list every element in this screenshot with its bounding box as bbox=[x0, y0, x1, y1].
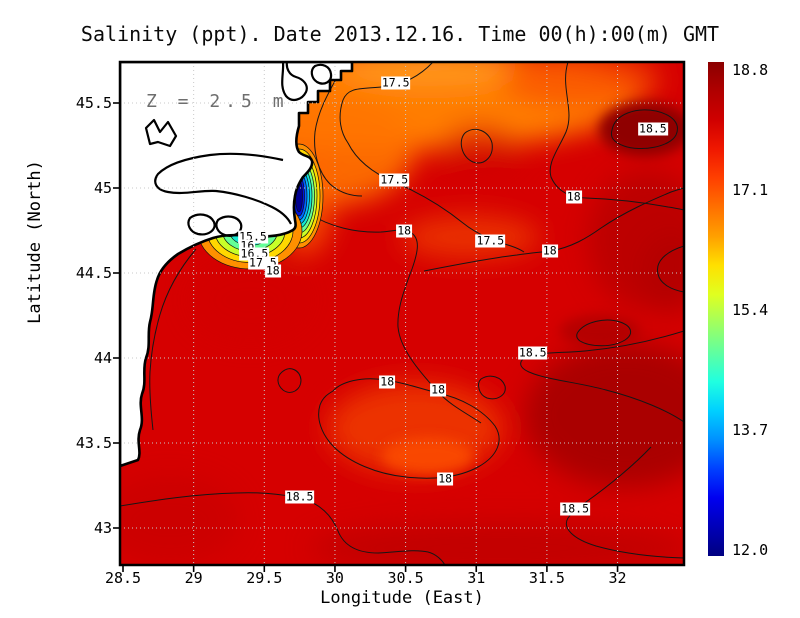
contour-label: 17.5 bbox=[475, 233, 506, 248]
x-tick-label: 30.5 bbox=[387, 569, 424, 587]
colorbar-tick-label: 13.7 bbox=[732, 421, 769, 439]
x-tick-label: 29 bbox=[184, 569, 203, 587]
contour-label: 18 bbox=[396, 223, 413, 237]
colorbar-tick-label: 15.4 bbox=[732, 301, 769, 319]
contour-lines bbox=[120, 62, 684, 565]
y-tick-label: 45.5 bbox=[75, 94, 112, 112]
contour-label: 17.5 bbox=[380, 75, 411, 90]
contour-label: 17.5 bbox=[379, 172, 410, 186]
contour-label: 18.5 bbox=[517, 345, 548, 360]
y-tick-label: 43 bbox=[93, 519, 112, 537]
contour-label: 18.5 bbox=[284, 489, 315, 504]
contour-label: 18.5 bbox=[638, 121, 668, 135]
colorbar bbox=[708, 62, 724, 556]
x-tick-label: 31.5 bbox=[528, 569, 565, 587]
contour-label: 18 bbox=[565, 189, 582, 203]
plot-title: Salinity (ppt). Date 2013.12.16. Time 00… bbox=[80, 22, 720, 46]
y-tick-label: 44 bbox=[93, 349, 112, 367]
colorbar-tick-label: 12.0 bbox=[732, 541, 769, 559]
contour-label: 18 bbox=[430, 382, 447, 397]
axis-ticks bbox=[113, 102, 619, 572]
y-tick-label: 45 bbox=[93, 179, 112, 197]
colorbar-tick-label: 17.1 bbox=[732, 181, 769, 199]
contour-label: 18 bbox=[541, 243, 558, 258]
y-axis-title: Latitude (North) bbox=[25, 160, 45, 324]
x-axis-title: Longitude (East) bbox=[320, 588, 484, 608]
y-tick-label: 43.5 bbox=[75, 434, 112, 452]
depth-annotation: Z = 2.5 m bbox=[146, 91, 289, 112]
x-tick-label: 30 bbox=[325, 569, 344, 587]
lagoon-outlines bbox=[144, 62, 333, 237]
x-tick-label: 28.5 bbox=[104, 569, 142, 587]
contour-label: 18 bbox=[437, 471, 454, 486]
contour-label: 18 bbox=[264, 263, 281, 278]
x-tick-label: 32 bbox=[608, 569, 627, 587]
x-tick-label: 29.5 bbox=[246, 569, 283, 587]
plot-border bbox=[118, 60, 686, 567]
y-tick-label: 44.5 bbox=[75, 264, 112, 282]
colorbar-tick-label: 18.8 bbox=[732, 61, 769, 79]
salinity-field bbox=[120, 62, 684, 565]
contour-label: 18 bbox=[379, 374, 396, 389]
x-tick-label: 31 bbox=[467, 569, 486, 587]
contour-label: 18.5 bbox=[560, 501, 591, 516]
